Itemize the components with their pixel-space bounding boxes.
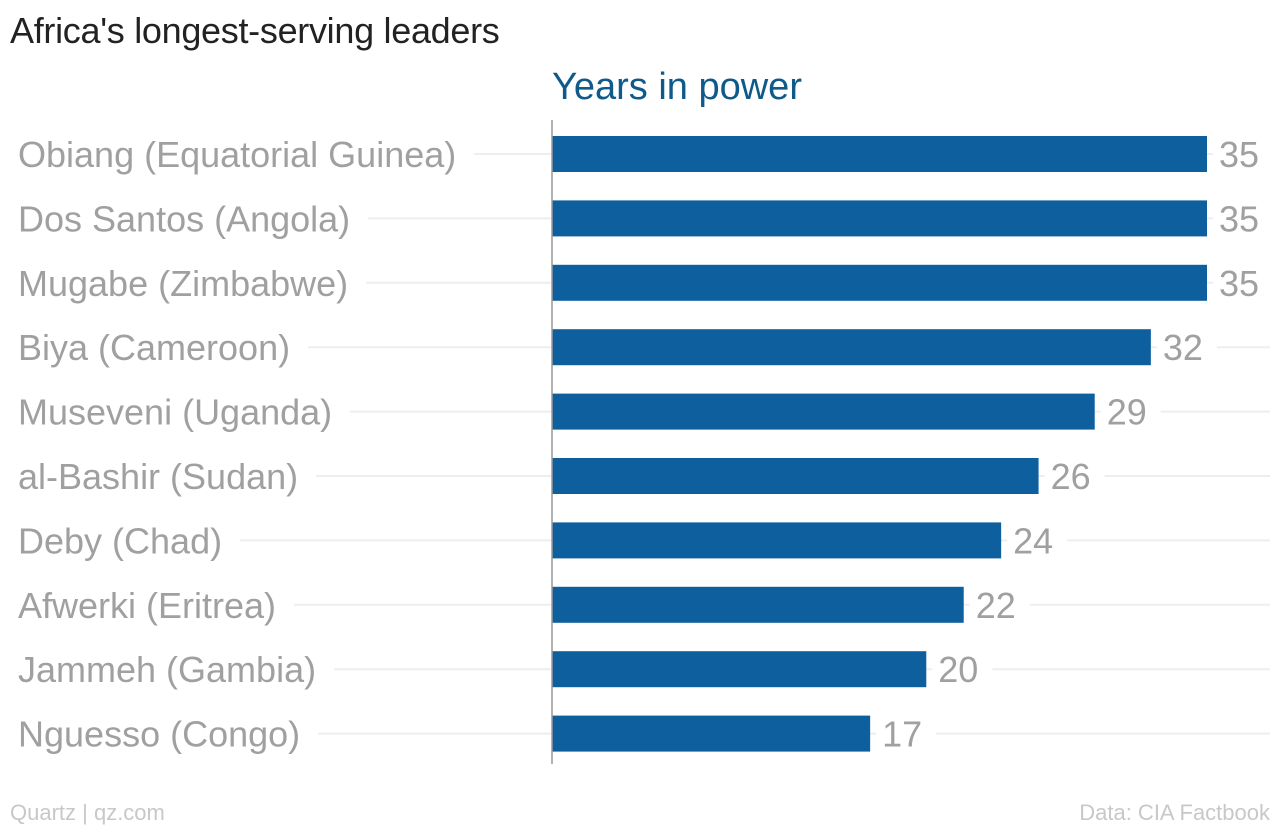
footer-source: Data: CIA Factbook	[1079, 800, 1270, 825]
category-label: Museveni (Uganda)	[18, 392, 332, 433]
value-label-backdrop	[1213, 262, 1274, 304]
value-label: 20	[938, 649, 978, 690]
bar	[552, 458, 1039, 494]
value-label-backdrop	[1213, 134, 1274, 175]
value-label: 35	[1219, 198, 1259, 239]
bar	[552, 586, 964, 623]
category-label: Afwerki (Eritrea)	[18, 585, 276, 626]
category-label-backdrop	[14, 262, 367, 304]
series-label: Years in power	[552, 66, 802, 108]
bar	[552, 329, 1151, 366]
category-label: Dos Santos (Angola)	[18, 198, 350, 239]
chart-title: Africa's longest-serving leaders	[10, 10, 500, 51]
category-label-backdrop	[14, 327, 309, 369]
category-label-backdrop	[14, 198, 369, 240]
value-label-backdrop	[876, 713, 937, 755]
category-label: Obiang (Equatorial Guinea)	[18, 134, 456, 175]
category-label-backdrop	[14, 584, 295, 626]
value-label-backdrop	[1156, 327, 1217, 369]
category-label: Mugabe (Zimbabwe)	[18, 263, 348, 304]
bar	[552, 651, 927, 688]
value-label-backdrop	[1007, 520, 1068, 562]
value-label: 17	[882, 714, 922, 755]
category-label-backdrop	[14, 391, 351, 433]
category-label-backdrop	[14, 520, 241, 562]
bar	[552, 136, 1207, 172]
bar	[552, 522, 1002, 559]
category-label: al-Bashir (Sudan)	[18, 456, 298, 497]
category-label-backdrop	[14, 649, 335, 691]
value-label-backdrop	[969, 584, 1030, 626]
value-label: 32	[1163, 327, 1203, 368]
value-label: 35	[1219, 263, 1259, 304]
category-label: Deby (Chad)	[18, 520, 222, 561]
bar	[552, 200, 1207, 237]
value-label: 29	[1107, 392, 1147, 433]
bar	[552, 715, 871, 752]
bar	[552, 264, 1207, 301]
bar	[552, 393, 1095, 430]
value-label-backdrop	[1213, 198, 1274, 240]
footer-credit: Quartz | qz.com	[10, 800, 165, 825]
category-label-backdrop	[14, 134, 475, 175]
category-label: Biya (Cameroon)	[18, 327, 290, 368]
value-label-backdrop	[1100, 391, 1161, 433]
category-label: Jammeh (Gambia)	[18, 649, 316, 690]
category-label: Nguesso (Congo)	[18, 714, 300, 755]
value-label: 24	[1013, 520, 1053, 561]
category-label-backdrop	[14, 456, 317, 497]
value-label-backdrop	[932, 649, 993, 691]
value-label: 35	[1219, 134, 1259, 175]
value-label: 26	[1051, 456, 1091, 497]
value-label: 22	[976, 585, 1016, 626]
value-label-backdrop	[1044, 456, 1105, 497]
category-label-backdrop	[14, 713, 319, 755]
